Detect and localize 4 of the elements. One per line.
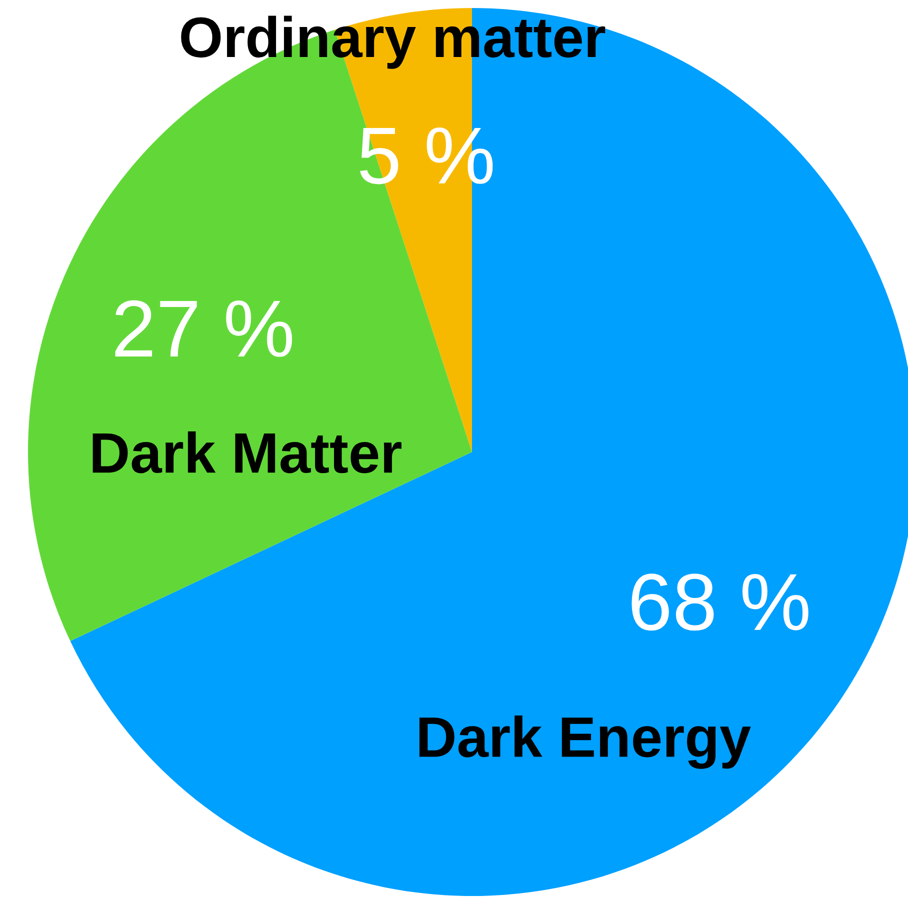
slice-label: Dark Matter [92,431,402,474]
data-label: 27 % [115,300,292,357]
slice-label: Dark Energy [419,715,751,769]
data-label: 68 % [632,574,808,631]
